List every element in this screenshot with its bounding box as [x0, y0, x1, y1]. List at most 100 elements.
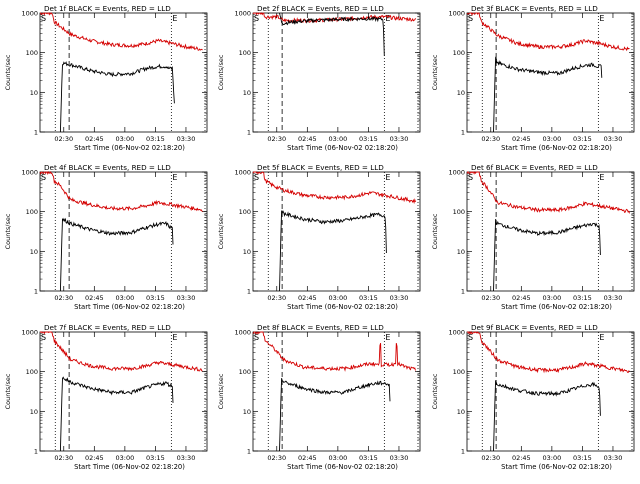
events-series-line — [279, 378, 391, 452]
panel-title: Det 8f BLACK = Events, RED = LLD — [257, 323, 384, 332]
chart-panel-4: Det 4f BLACK = Events, RED = LLD Counts/s… — [4, 163, 208, 311]
x-tick-label: 03:15 — [359, 454, 378, 462]
plot-frame — [252, 331, 421, 452]
y-tick-label: 10 — [457, 248, 465, 256]
y-axis-label: Counts/sec — [431, 54, 439, 90]
y-tick-label: 1000 — [234, 329, 251, 337]
plot-frame — [466, 171, 635, 292]
y-tick-label: 10 — [30, 89, 38, 97]
y-tick-label: 10 — [30, 248, 38, 256]
events-series-line — [493, 56, 603, 133]
y-tick-label: 1 — [461, 129, 465, 137]
y-tick-label: 1000 — [448, 169, 465, 177]
lld-series-line — [466, 12, 630, 52]
x-tick-label: 03:15 — [573, 135, 592, 143]
y-tick-label: 100 — [26, 208, 38, 216]
y-tick-label: 1000 — [448, 329, 465, 337]
start-marker: S — [41, 14, 46, 23]
y-axis-label: Counts/sec — [431, 213, 439, 249]
x-tick-label: 02:45 — [512, 454, 531, 462]
x-tick-label: 03:30 — [604, 135, 623, 143]
x-tick-label: 03:15 — [573, 454, 592, 462]
y-tick-label: 100 — [239, 368, 251, 376]
x-tick-label: 02:30 — [267, 135, 286, 143]
x-tick-label: 03:15 — [146, 135, 165, 143]
panel-title: Det 7f BLACK = Events, RED = LLD — [44, 323, 171, 332]
y-tick-label: 100 — [453, 368, 465, 376]
y-tick-label: 1 — [34, 288, 38, 296]
x-tick-label: 02:45 — [85, 454, 104, 462]
y-tick-label: 10 — [243, 408, 251, 416]
start-marker: S — [41, 333, 46, 342]
y-tick-label: 100 — [26, 368, 38, 376]
chart-panel-7: Det 7f BLACK = Events, RED = LLD Counts/s… — [4, 323, 208, 471]
end-marker: E — [385, 14, 390, 23]
x-tick-label: 02:45 — [512, 135, 531, 143]
x-tick-label: 03:30 — [177, 135, 196, 143]
y-tick-label: 1 — [247, 129, 251, 137]
y-tick-label: 10 — [30, 408, 38, 416]
end-marker: E — [599, 173, 604, 182]
y-axis-label: Counts/sec — [217, 373, 225, 409]
lld-series-line — [40, 12, 203, 51]
start-marker: S — [468, 14, 473, 23]
x-tick-label: 02:45 — [85, 135, 104, 143]
y-tick-label: 1000 — [234, 10, 251, 18]
y-tick-label: 1000 — [21, 169, 38, 177]
y-tick-label: 100 — [239, 49, 251, 57]
x-tick-label: 03:30 — [604, 454, 623, 462]
events-series-line — [279, 210, 387, 292]
chart-panel-1: Det 1f BLACK = Events, RED = LLD Counts/s… — [4, 4, 208, 152]
events-series-line — [279, 12, 385, 56]
start-marker: S — [468, 173, 473, 182]
x-tick-label: 03:15 — [573, 294, 592, 302]
x-tick-label: 03:15 — [359, 135, 378, 143]
y-tick-label: 1 — [247, 288, 251, 296]
plot-frame — [466, 12, 635, 133]
x-axis-label: Start Time (06-Nov-02 02:18:20) — [501, 144, 612, 152]
panel-title: Det 3f BLACK = Events, RED = LLD — [471, 4, 598, 13]
x-tick-label: 02:45 — [298, 454, 317, 462]
events-series-line — [493, 380, 601, 452]
x-tick-label: 02:30 — [267, 454, 286, 462]
events-series-line — [59, 61, 175, 133]
x-tick-label: 03:30 — [390, 454, 409, 462]
x-tick-label: 02:30 — [481, 454, 500, 462]
start-marker: S — [254, 333, 259, 342]
x-axis-label: Start Time (06-Nov-02 02:18:20) — [287, 303, 398, 311]
start-marker: S — [41, 173, 46, 182]
x-tick-label: 02:45 — [298, 294, 317, 302]
x-axis-label: Start Time (06-Nov-02 02:18:20) — [74, 144, 185, 152]
y-tick-label: 100 — [453, 49, 465, 57]
x-tick-label: 02:30 — [54, 135, 73, 143]
y-tick-label: 1000 — [234, 169, 251, 177]
x-tick-label: 03:00 — [542, 454, 561, 462]
plot-frame — [252, 171, 421, 292]
panel-title: Det 2f BLACK = Events, RED = LLD — [257, 4, 384, 13]
y-tick-label: 1 — [461, 288, 465, 296]
end-marker: E — [385, 173, 390, 182]
y-axis-label: Counts/sec — [217, 213, 225, 249]
events-series-line — [493, 219, 601, 292]
y-tick-label: 100 — [453, 208, 465, 216]
x-tick-label: 03:30 — [390, 135, 409, 143]
y-tick-label: 10 — [243, 89, 251, 97]
start-marker: S — [468, 333, 473, 342]
x-axis-label: Start Time (06-Nov-02 02:18:20) — [74, 463, 185, 471]
y-tick-label: 1 — [461, 448, 465, 456]
lld-series-line — [252, 330, 416, 372]
end-marker: E — [599, 333, 604, 342]
lld-series-line — [40, 331, 203, 372]
plot-frame — [466, 331, 635, 452]
y-tick-label: 1 — [34, 448, 38, 456]
chart-panel-9: Det 9f BLACK = Events, RED = LLD Counts/s… — [431, 323, 635, 471]
y-axis-label: Counts/sec — [4, 373, 12, 409]
plot-frame — [39, 331, 208, 452]
panel-title: Det 9f BLACK = Events, RED = LLD — [471, 323, 598, 332]
x-axis-label: Start Time (06-Nov-02 02:18:20) — [287, 463, 398, 471]
x-tick-label: 03:15 — [146, 454, 165, 462]
lld-series-line — [252, 171, 416, 205]
y-tick-label: 1000 — [21, 329, 38, 337]
